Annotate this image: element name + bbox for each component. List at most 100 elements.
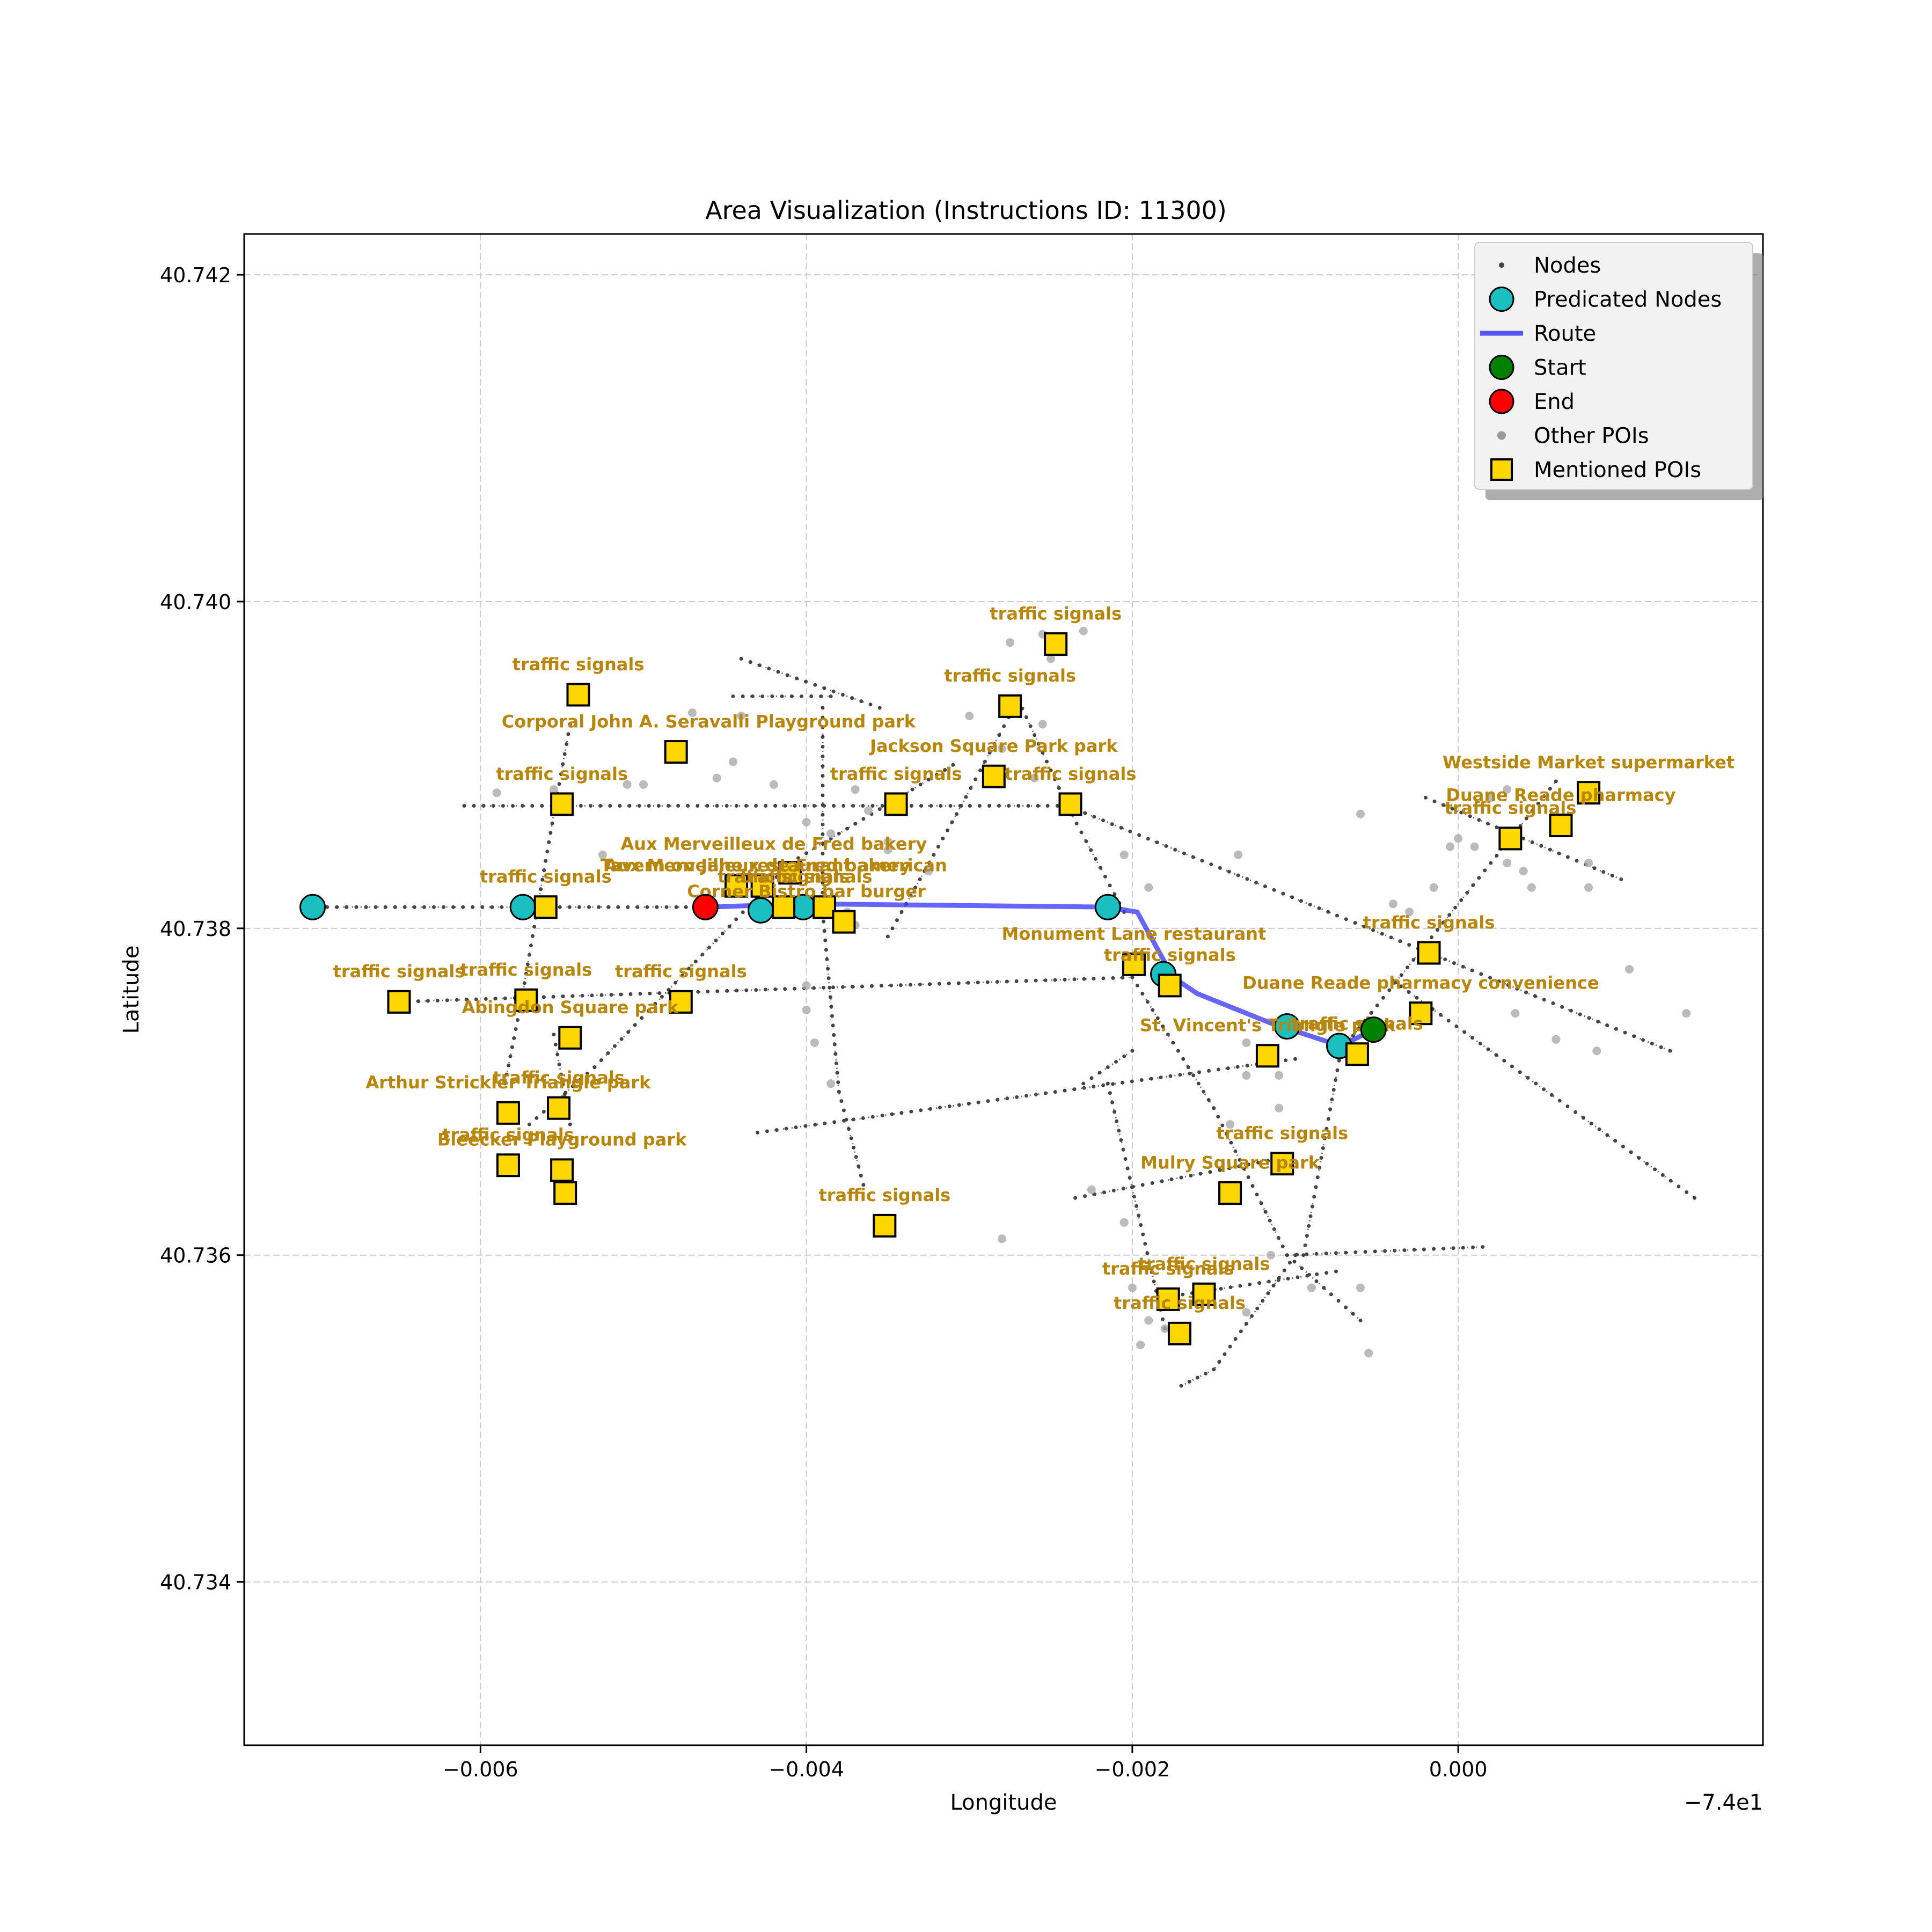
node — [1244, 1322, 1248, 1326]
node — [794, 676, 799, 680]
poi-labels-layer: traffic signals Corporal John A. Seravall… — [333, 603, 1735, 1313]
node — [393, 905, 397, 909]
node — [618, 804, 622, 808]
node — [1246, 1175, 1250, 1180]
mentioned-poi — [1044, 632, 1068, 656]
mentioned-poi — [832, 910, 856, 934]
node — [464, 998, 469, 1002]
node — [841, 985, 845, 989]
node — [345, 905, 349, 909]
node — [335, 905, 339, 909]
mentioned-poi — [1167, 1321, 1191, 1345]
mentioned-poi — [669, 990, 693, 1014]
other-poi — [1242, 1038, 1251, 1047]
node — [619, 992, 623, 997]
node — [1226, 1066, 1230, 1071]
node — [707, 946, 711, 950]
node — [1314, 1252, 1319, 1256]
mentioned-poi — [566, 683, 590, 707]
node — [1053, 978, 1057, 982]
node — [568, 722, 572, 726]
node — [1324, 1271, 1329, 1275]
node — [997, 804, 1001, 808]
node — [1079, 830, 1084, 835]
node — [821, 706, 825, 710]
node — [613, 1044, 617, 1048]
y-tick-label: 40.738 — [160, 917, 231, 941]
node — [1351, 1034, 1355, 1038]
node — [773, 804, 778, 808]
node — [552, 1033, 556, 1037]
node — [877, 706, 882, 710]
node — [599, 1058, 603, 1062]
node — [832, 804, 836, 808]
node — [541, 995, 546, 999]
node — [1206, 1069, 1211, 1073]
node — [1082, 1086, 1086, 1090]
node — [831, 985, 836, 990]
node — [521, 804, 525, 808]
legend-mentioned-pois-label: Mentioned POIs — [1534, 458, 1701, 482]
other-poi — [1388, 899, 1397, 909]
node — [1668, 1049, 1672, 1053]
node — [1236, 873, 1240, 877]
node — [1121, 1147, 1125, 1152]
node — [426, 999, 430, 1003]
node — [849, 1136, 853, 1140]
node — [1074, 821, 1079, 825]
node — [1285, 1253, 1289, 1257]
node — [1092, 977, 1096, 981]
node — [1092, 1085, 1096, 1089]
node — [825, 957, 829, 962]
node — [1073, 1196, 1078, 1200]
other-poi — [1119, 1218, 1129, 1227]
node — [1111, 1082, 1115, 1086]
node — [1549, 1093, 1554, 1097]
x-axis-ticks: −0.006 −0.004 −0.002 0.000 — [443, 1745, 1488, 1781]
poi-label: traffic signals — [1104, 945, 1236, 965]
node — [508, 1054, 513, 1058]
node — [1106, 1065, 1110, 1070]
node — [646, 1009, 650, 1013]
node — [637, 804, 641, 808]
other-poi — [997, 1234, 1006, 1243]
node — [948, 804, 953, 808]
other-poi — [1160, 1324, 1169, 1333]
node — [785, 673, 789, 677]
node — [1411, 958, 1416, 962]
node — [1119, 1138, 1123, 1142]
predicated-nodes-layer — [299, 894, 1353, 1059]
mentioned-poi — [998, 694, 1022, 718]
node — [821, 764, 825, 769]
node — [1551, 1001, 1555, 1006]
node — [853, 822, 858, 826]
node — [1034, 978, 1038, 983]
other-poi — [1405, 908, 1414, 917]
node — [541, 1109, 546, 1114]
node — [1217, 1360, 1221, 1364]
node — [1344, 1250, 1348, 1255]
node — [828, 985, 832, 990]
node — [1422, 1247, 1426, 1252]
node — [821, 871, 825, 875]
node — [889, 983, 893, 987]
node — [744, 804, 748, 808]
node — [657, 991, 662, 996]
node — [947, 982, 951, 986]
node — [919, 804, 924, 808]
node — [1228, 1285, 1233, 1290]
node — [851, 804, 855, 808]
grid-lines — [244, 234, 1763, 1745]
node — [1043, 1091, 1048, 1095]
node — [1227, 869, 1231, 874]
node — [985, 980, 990, 984]
node — [1113, 1110, 1117, 1114]
node — [839, 1099, 844, 1103]
node — [1462, 1030, 1467, 1034]
other-poi — [851, 785, 860, 794]
node — [899, 910, 904, 914]
node — [780, 694, 784, 699]
node — [626, 905, 630, 909]
node — [1130, 1185, 1134, 1189]
node — [1196, 1081, 1201, 1086]
